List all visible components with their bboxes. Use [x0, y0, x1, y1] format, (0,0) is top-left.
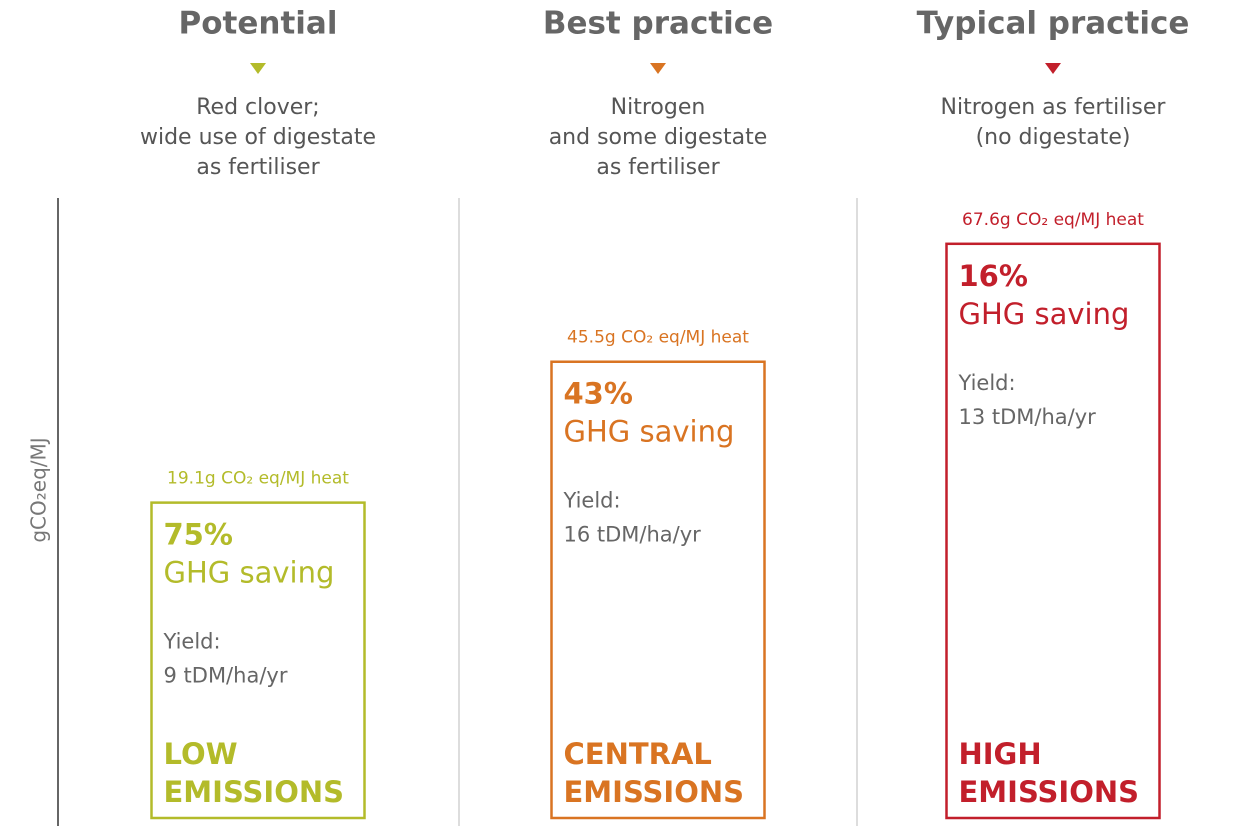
category-title: Potential: [179, 6, 338, 42]
value-label: 67.6g CO₂ eq/MJ heat: [962, 210, 1144, 230]
bar: [550, 360, 766, 820]
bar: [150, 501, 366, 820]
emission-label: EMISSIONS: [959, 775, 1140, 809]
emission-label: CENTRAL: [564, 737, 712, 771]
yield-value: 9 tDM/ha/yr: [164, 664, 288, 688]
yield-label: Yield:: [958, 371, 1016, 395]
saving-percent: 43%: [564, 377, 633, 411]
description: Nitrogen as fertiliser: [941, 95, 1167, 120]
emission-label: LOW: [164, 737, 238, 771]
category-title: Typical practice: [917, 6, 1190, 42]
description: as fertiliser: [196, 155, 320, 180]
bar: [945, 242, 1161, 820]
yield-value: 16 tDM/ha/yr: [564, 523, 702, 547]
description: and some digestate: [549, 125, 768, 150]
category-title: Best practice: [543, 6, 773, 42]
description: wide use of digestate: [140, 125, 376, 150]
value-label: 45.5g CO₂ eq/MJ heat: [567, 328, 749, 348]
description: as fertiliser: [596, 155, 720, 180]
emission-label: EMISSIONS: [164, 775, 345, 809]
emission-label: HIGH: [959, 737, 1042, 771]
description: Nitrogen: [611, 95, 706, 120]
yield-label: Yield:: [163, 630, 221, 654]
saving-label: GHG saving: [164, 556, 335, 590]
yield-label: Yield:: [563, 489, 621, 513]
emission-label: EMISSIONS: [564, 775, 745, 809]
value-label: 19.1g CO₂ eq/MJ heat: [167, 469, 349, 489]
marker-triangle: [1045, 63, 1061, 74]
marker-triangle: [250, 63, 266, 74]
description: (no digestate): [976, 125, 1131, 150]
marker-triangle: [650, 63, 666, 74]
description: Red clover;: [196, 95, 319, 120]
yield-value: 13 tDM/ha/yr: [959, 405, 1097, 429]
saving-label: GHG saving: [959, 297, 1130, 331]
saving-percent: 75%: [164, 518, 233, 552]
saving-percent: 16%: [959, 259, 1028, 293]
y-axis-label: gCO₂eq/MJ: [27, 437, 51, 542]
saving-label: GHG saving: [564, 415, 735, 449]
